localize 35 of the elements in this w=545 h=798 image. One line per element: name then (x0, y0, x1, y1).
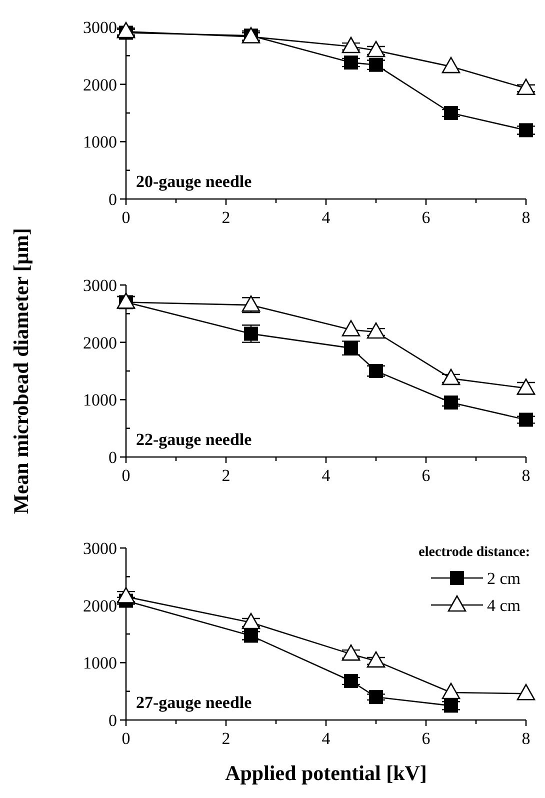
y-tick-label: 0 (108, 448, 117, 467)
y-tick-label: 3000 (83, 539, 117, 558)
x-tick-label: 4 (322, 466, 331, 485)
x-tick-label: 2 (222, 466, 230, 485)
x-tick-label: 4 (322, 208, 331, 227)
legend-label: 2 cm (487, 569, 521, 588)
y-tick-label: 2000 (83, 596, 117, 616)
x-tick-label: 6 (422, 729, 430, 748)
y-tick-label: 2000 (83, 75, 117, 94)
y-tick-label: 0 (108, 711, 117, 730)
x-tick-label: 8 (522, 466, 530, 485)
y-tick-label: 0 (108, 190, 117, 209)
x-tick-label: 6 (422, 208, 430, 227)
x-tick-label: 0 (122, 466, 130, 485)
legend-label: 4 cm (487, 596, 521, 615)
x-tick-label: 0 (122, 208, 130, 227)
x-tick-label: 2 (222, 729, 230, 748)
x-tick-label: 4 (322, 729, 331, 748)
y-tick-label: 3000 (83, 276, 117, 295)
x-tick-label: 8 (522, 208, 530, 227)
y-tick-label: 3000 (83, 18, 117, 37)
y-tick-label: 2000 (83, 333, 117, 352)
x-tick-label: 6 (422, 466, 430, 485)
annotation: 20-gauge needle (136, 172, 252, 191)
y-tick-label: 1000 (83, 132, 117, 152)
y-tick-label: 1000 (83, 390, 117, 410)
y-tick-label: 1000 (83, 654, 117, 673)
x-tick-label: 8 (522, 729, 530, 748)
legend-title: electrode distance: (418, 545, 530, 560)
annotation: 27-gauge needle (136, 693, 252, 712)
x-tick-label: 0 (122, 729, 130, 748)
x-tick-label: 2 (222, 208, 230, 227)
x-axis-title: Applied potential [kV] (225, 761, 427, 785)
annotation: 22-gauge needle (136, 430, 252, 449)
y-axis-title: Mean microbead diameter [µm] (9, 228, 33, 514)
